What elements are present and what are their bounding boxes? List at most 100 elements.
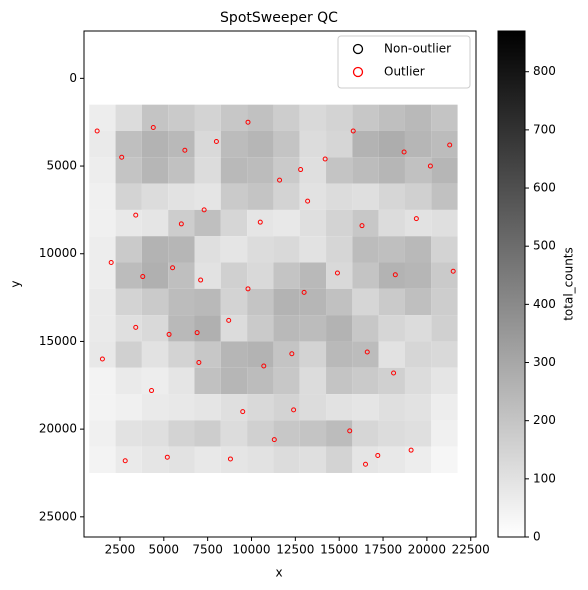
spot <box>247 367 274 395</box>
spot <box>141 315 169 342</box>
spot <box>299 209 327 237</box>
spot <box>273 262 300 289</box>
outlier-point <box>334 270 340 276</box>
spot <box>247 130 274 158</box>
spot <box>220 288 248 316</box>
outlier-point <box>99 356 105 362</box>
spot <box>431 420 458 447</box>
colorbar-tick-label: 700 <box>533 122 556 136</box>
y-tick-label: 25000 <box>39 509 77 523</box>
outlier-point <box>94 128 100 134</box>
spot <box>220 367 248 395</box>
outlier-point <box>245 119 251 125</box>
outlier-point <box>119 154 125 160</box>
outlier-point <box>401 149 407 155</box>
spot <box>352 394 379 421</box>
spot <box>220 315 248 342</box>
spot <box>194 236 221 263</box>
spot <box>352 288 379 316</box>
x-tick-label: 10000 <box>232 543 270 557</box>
spot <box>326 341 353 368</box>
outlier-point <box>108 260 114 266</box>
spot <box>378 262 405 289</box>
spot <box>299 288 327 316</box>
spot <box>404 315 432 342</box>
spot <box>247 104 274 131</box>
spot <box>299 157 327 184</box>
spot <box>247 446 274 473</box>
spot <box>247 394 274 421</box>
spot <box>220 183 248 210</box>
outlier-point <box>271 437 277 443</box>
spot <box>220 446 248 473</box>
outlier-point <box>298 167 304 173</box>
outlier-point <box>196 359 202 365</box>
spot <box>115 288 142 316</box>
spot <box>247 236 274 263</box>
spot <box>168 236 195 263</box>
outlier-point <box>413 216 419 222</box>
outlier-point <box>178 221 184 227</box>
spot <box>194 209 221 237</box>
legend-marker <box>352 66 364 78</box>
x-tick-label: 15000 <box>320 543 358 557</box>
spot <box>404 420 432 447</box>
spot <box>431 157 458 184</box>
spot <box>141 367 169 395</box>
spot <box>352 157 379 184</box>
colorbar-tick-label: 800 <box>533 64 556 78</box>
spot <box>378 394 405 421</box>
spot <box>220 209 248 237</box>
spot <box>89 183 116 210</box>
outlier-point <box>122 458 128 464</box>
colorbar-label: total_counts <box>562 247 576 321</box>
spot <box>352 446 379 473</box>
x-tick-label: 5000 <box>149 543 180 557</box>
spot <box>168 367 195 395</box>
spot <box>89 104 116 131</box>
outlier-point <box>392 272 398 278</box>
spot <box>115 236 142 263</box>
spot <box>326 288 353 316</box>
spot <box>273 236 300 263</box>
spot <box>326 236 353 263</box>
spot <box>141 288 169 316</box>
outlier-point <box>240 409 246 415</box>
outlier-point <box>133 212 139 218</box>
legend-marker <box>352 43 364 55</box>
spot <box>404 262 432 289</box>
outlier-point <box>447 142 453 148</box>
spot <box>220 341 248 368</box>
spot <box>141 130 169 158</box>
spot <box>89 209 116 237</box>
legend <box>337 35 471 89</box>
outlier-point <box>164 454 170 460</box>
spot <box>431 130 458 158</box>
spot <box>89 315 116 342</box>
spot <box>431 209 458 237</box>
spot <box>220 236 248 263</box>
plot-frame <box>83 30 477 538</box>
outlier-point <box>427 163 433 169</box>
outlier-point <box>291 407 297 413</box>
colorbar-tick-label: 200 <box>533 413 556 427</box>
spot <box>89 394 116 421</box>
spot <box>273 446 300 473</box>
spot <box>352 209 379 237</box>
spot <box>89 367 116 395</box>
spot <box>273 104 300 131</box>
spot <box>273 288 300 316</box>
outlier-point <box>170 265 176 271</box>
outlier-point <box>194 330 200 336</box>
spot <box>326 394 353 421</box>
outlier-point <box>391 370 397 376</box>
spot <box>247 315 274 342</box>
spot <box>247 262 274 289</box>
spot <box>194 104 221 131</box>
spot <box>431 367 458 395</box>
spot <box>273 315 300 342</box>
spot <box>326 367 353 395</box>
outlier-point <box>375 452 381 458</box>
spot <box>247 420 274 447</box>
